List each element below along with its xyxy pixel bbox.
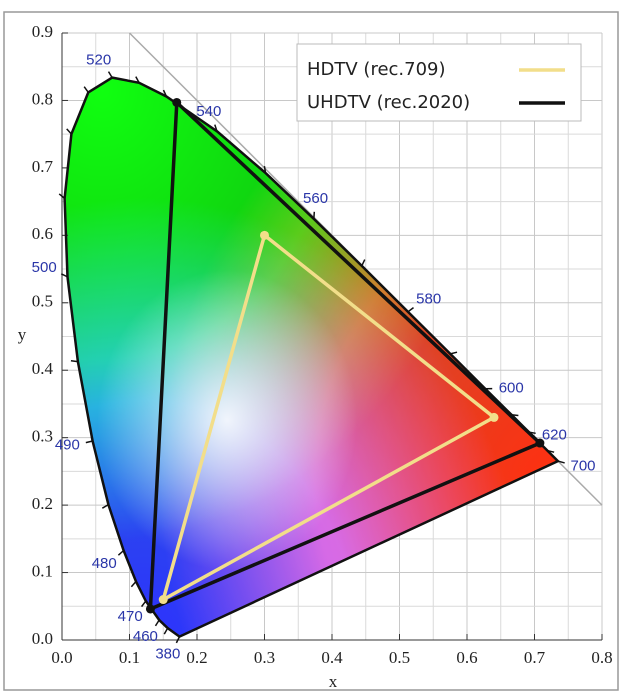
y-tick-label: 0.1: [32, 561, 53, 580]
locus-tick: [154, 619, 160, 627]
locus-tick: [511, 413, 519, 417]
locus-tick: [162, 89, 168, 97]
y-tick-label: 0.2: [32, 494, 53, 513]
locus-tick: [70, 359, 78, 363]
y-tick-label: 0.8: [32, 89, 53, 108]
legend-label: UHDTV (rec.2020): [307, 92, 470, 113]
x-tick-label: 0.1: [119, 648, 140, 667]
y-tick-label: 0.0: [32, 629, 53, 648]
locus-tick: [361, 259, 366, 267]
gamut-vertex: [535, 438, 545, 448]
y-tick-label: 0.3: [32, 427, 53, 446]
legend-box: [296, 43, 582, 122]
x-tick-label: 0.8: [591, 648, 612, 667]
y-tick-label: 0.6: [32, 224, 53, 243]
locus-tick: [450, 351, 458, 355]
wavelength-label: 500: [32, 259, 57, 276]
wavelength-label: 520: [86, 52, 111, 69]
locus-tick: [263, 166, 267, 174]
y-tick-label: 0.5: [32, 292, 53, 311]
locus-tick: [214, 124, 218, 132]
locus-tick: [85, 440, 93, 444]
y-axis-label: y: [18, 325, 27, 344]
y-tick-label: 0.4: [32, 359, 54, 378]
gamut-vertex: [172, 97, 182, 107]
legend: HDTV (rec.709) UHDTV (rec.2020): [296, 43, 582, 122]
x-tick-label: 0.0: [51, 648, 72, 667]
locus-tick: [83, 86, 89, 93]
wavelength-label: 560: [303, 190, 328, 207]
x-axis-label: x: [329, 672, 338, 691]
locus-tick: [163, 627, 169, 635]
wavelength-label: 540: [196, 103, 221, 120]
locus-tick: [130, 580, 137, 588]
x-tick-label: 0.3: [254, 648, 275, 667]
wavelength-label: 600: [499, 379, 524, 396]
wavelength-label: 470: [118, 608, 143, 625]
legend-label: HDTV (rec.709): [307, 59, 446, 80]
gamut-vertex: [145, 604, 155, 614]
x-tick-label: 0.4: [321, 648, 343, 667]
wavelength-label: 460: [133, 628, 158, 645]
wavelength-label: 380: [155, 645, 180, 662]
locus-tick: [175, 636, 181, 644]
locus-tick: [101, 503, 109, 509]
plot: 0.0 0.1 0.2 0.3 0.4 0.5 0.6 0.7 0.8 0.0 0.1 0.2 0.3 0…: [32, 22, 613, 667]
locus-tick: [557, 460, 565, 464]
locus-tick: [547, 449, 555, 453]
wavelength-label: 480: [92, 555, 117, 572]
gamut-triangle: [161, 233, 496, 602]
gamut-vertex: [260, 230, 269, 240]
wavelength-label: 700: [570, 457, 595, 474]
gamut-vertex: [489, 412, 499, 422]
locus-tick: [407, 307, 414, 313]
locus-tick: [135, 76, 140, 84]
frame: [3, 11, 619, 691]
locus-tick: [107, 71, 113, 79]
locus-tick: [58, 193, 66, 199]
y-tick-label: 0.9: [32, 22, 53, 41]
x-tick-label: 0.5: [389, 648, 410, 667]
locus-tick: [117, 549, 125, 556]
wavelength-label: 490: [55, 437, 80, 454]
locus-tick: [140, 600, 147, 608]
y-tick-label: 0.7: [32, 157, 54, 176]
gamut-vertex: [158, 595, 168, 605]
x-tick-label: 0.7: [524, 648, 546, 667]
x-tick-label: 0.2: [186, 648, 207, 667]
fill-white: [64, 77, 558, 637]
locus-tick: [66, 128, 72, 135]
wavelength-label: 620: [542, 427, 567, 444]
gamut-triangle: [148, 100, 542, 611]
locus-tick: [60, 273, 68, 278]
wavelength-label: 580: [416, 291, 441, 308]
gamut-fill: [64, 77, 558, 637]
x-tick-label: 0.6: [456, 648, 477, 667]
